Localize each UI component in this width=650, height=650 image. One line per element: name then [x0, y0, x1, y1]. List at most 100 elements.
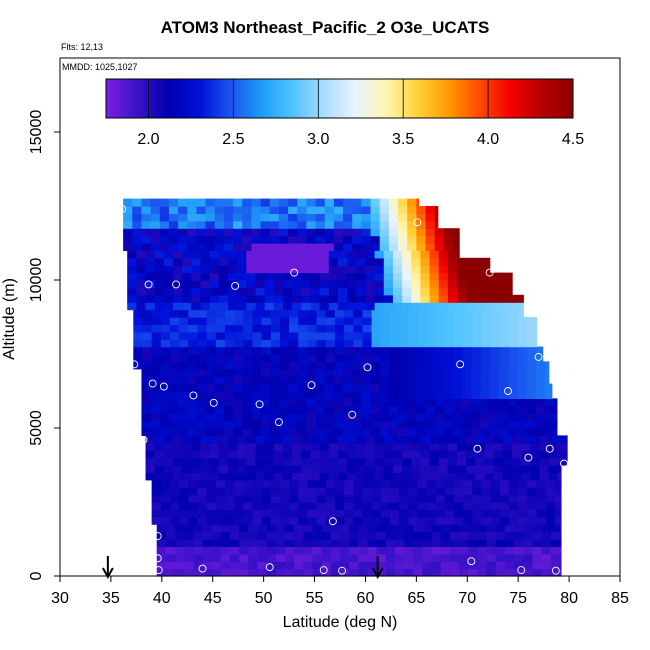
heatmap-cell	[301, 450, 312, 459]
heatmap-cell	[352, 413, 362, 422]
heatmap-cell	[188, 331, 199, 340]
heatmap-cell	[182, 272, 192, 281]
heatmap-cell	[435, 346, 446, 355]
heatmap-cell	[536, 346, 544, 355]
heatmap-cell	[154, 280, 165, 288]
heatmap-cell	[495, 553, 506, 562]
heatmap-cell	[484, 265, 491, 274]
heatmap-cell	[407, 220, 417, 229]
heatmap-cell	[484, 472, 495, 481]
heatmap-cell	[343, 428, 353, 436]
heatmap-cell	[466, 302, 477, 311]
heatmap-cell	[459, 531, 469, 540]
heatmap-cell	[517, 383, 527, 392]
heatmap-cell	[447, 287, 458, 296]
heatmap-cell	[151, 317, 162, 325]
heatmap-cell	[279, 361, 290, 370]
heatmap-cell	[218, 442, 229, 451]
heatmap-cell	[200, 280, 211, 288]
heatmap-cell	[279, 502, 290, 510]
heatmap-cell	[324, 213, 335, 222]
heatmap-cell	[136, 257, 147, 266]
heatmap-cell	[334, 354, 345, 362]
heatmap-cell	[242, 206, 253, 214]
heatmap-cell	[429, 272, 440, 281]
heatmap-cell	[402, 450, 412, 459]
heatmap-cell	[273, 450, 284, 459]
colorbar-tick-label: 2.5	[222, 131, 244, 148]
heatmap-cell	[486, 553, 497, 562]
heatmap-cell	[214, 420, 225, 429]
heatmap-cell	[298, 516, 309, 525]
heatmap-cell	[228, 294, 238, 303]
heatmap-cells	[123, 198, 568, 577]
heatmap-cell	[248, 561, 259, 570]
heatmap-cell	[279, 494, 290, 503]
heatmap-cell	[398, 391, 408, 399]
heatmap-cell	[417, 509, 428, 518]
heatmap-cell	[169, 317, 180, 325]
heatmap-cell	[453, 383, 463, 392]
heatmap-cell	[178, 206, 188, 214]
heatmap-cell	[536, 479, 547, 488]
heatmap-cell	[141, 376, 152, 385]
heatmap-cell	[324, 235, 335, 244]
heatmap-cell	[362, 309, 373, 318]
heatmap-cell	[361, 213, 372, 222]
heatmap-cell	[168, 235, 179, 244]
heatmap-cell	[168, 213, 179, 222]
heatmap-cell	[160, 502, 171, 510]
heatmap-cell	[182, 450, 192, 459]
heatmap-cell	[319, 280, 330, 288]
heatmap-cell	[374, 272, 385, 281]
heatmap-cell	[416, 428, 427, 436]
heatmap-cell	[380, 487, 391, 496]
heatmap-cell	[301, 442, 312, 451]
heatmap-cell	[457, 465, 467, 473]
heatmap-cell	[242, 428, 253, 436]
heatmap-cell	[282, 272, 293, 281]
heatmap-cell	[495, 568, 506, 577]
heatmap-cell	[484, 272, 495, 281]
heatmap-cell	[527, 346, 538, 355]
heatmap-cell	[371, 487, 382, 496]
heatmap-cell	[392, 450, 403, 459]
heatmap-cell	[209, 472, 220, 481]
heatmap-cell	[191, 450, 202, 459]
heatmap-cell	[324, 368, 335, 377]
heatmap-cell	[197, 324, 208, 333]
heatmap-cell	[260, 376, 271, 385]
heatmap-cell	[188, 309, 199, 318]
heatmap-cell	[160, 317, 171, 325]
heatmap-cell	[168, 243, 179, 251]
heatmap-cell	[273, 302, 284, 311]
heatmap-cell	[471, 405, 482, 414]
heatmap-cell	[504, 568, 515, 577]
heatmap-cell	[196, 243, 207, 251]
heatmap-cell	[289, 324, 299, 333]
heatmap-cell	[337, 457, 348, 466]
heatmap-cell	[422, 524, 433, 533]
heatmap-cell	[365, 257, 376, 266]
heatmap-cell	[499, 516, 510, 525]
heatmap-cell	[297, 243, 307, 251]
heatmap-cell	[356, 250, 367, 259]
heatmap-cell	[282, 457, 293, 466]
heatmap-cell	[422, 539, 433, 547]
heatmap-cell	[557, 442, 568, 451]
heatmap-cell	[321, 524, 332, 533]
heatmap-cell	[285, 553, 295, 562]
heatmap-cell	[340, 524, 350, 533]
heatmap-cell	[454, 309, 464, 318]
heatmap-cell	[457, 280, 467, 288]
heatmap-cell	[398, 368, 408, 377]
heatmap-cell	[333, 368, 344, 377]
x-tick-label: 35	[102, 590, 120, 607]
heatmap-cell	[399, 339, 409, 348]
heatmap-cell	[292, 465, 302, 473]
heatmap-cell	[169, 502, 180, 510]
heatmap-cell	[353, 494, 363, 503]
heatmap-cell	[178, 405, 188, 414]
heatmap-cell	[200, 250, 211, 259]
heatmap-cell	[493, 302, 504, 311]
